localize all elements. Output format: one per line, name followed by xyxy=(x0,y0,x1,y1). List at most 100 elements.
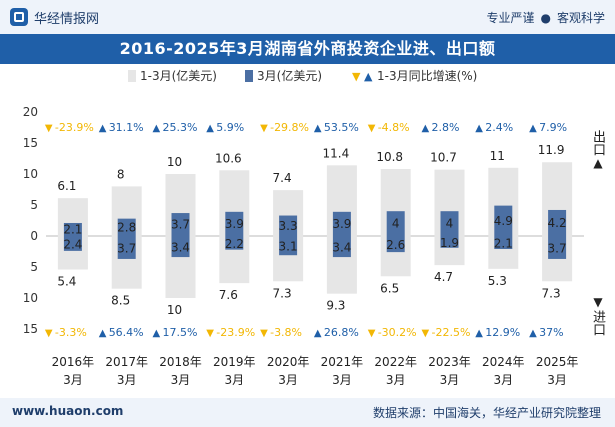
top-bar: 华经情报网 专业严谨 ● 客观科学 xyxy=(0,0,615,34)
triangle-down-icon: ▼ xyxy=(593,295,603,309)
export-month-bar xyxy=(440,211,459,236)
import-side-label: ▼ 进口 xyxy=(590,295,606,336)
y-tick-label: 5 xyxy=(30,198,38,212)
export-cumulative-label: 10 xyxy=(167,155,182,169)
import-label-text: 进口 xyxy=(590,310,605,336)
export-month-label: 4 xyxy=(446,217,454,231)
export-month-label: 3.7 xyxy=(171,218,190,232)
export-month-label: 3.9 xyxy=(332,217,351,231)
export-cumulative-label: 10.8 xyxy=(376,150,403,164)
export-month-label: 2.1 xyxy=(63,222,82,236)
x-tick-label-line2: 3月 xyxy=(224,373,244,387)
export-month-bar xyxy=(225,211,244,236)
growth-down-icon: ▼ xyxy=(368,123,376,134)
growth-up-icon: ▲ xyxy=(314,328,322,339)
growth-up-icon: ▲ xyxy=(206,123,214,134)
import-month-bar xyxy=(332,236,351,258)
x-tick-label-line2: 3月 xyxy=(440,373,460,387)
export-month-bar xyxy=(494,205,513,236)
import-cumulative-label: 10 xyxy=(167,303,182,317)
import-cumulative-label: 6.5 xyxy=(380,281,399,295)
export-cumulative-label: 11 xyxy=(490,149,505,163)
export-month-bar xyxy=(386,211,405,236)
x-tick-label-line2: 3月 xyxy=(386,373,406,387)
growth-down-icon: ▼ xyxy=(260,328,268,339)
export-month-label: 3.3 xyxy=(279,219,298,233)
export-month-bar xyxy=(332,211,351,236)
import-month-bar xyxy=(171,236,190,258)
export-growth-label: 31.1% xyxy=(109,121,144,134)
y-tick-label: 0 xyxy=(30,229,38,243)
export-cumulative-label: 8 xyxy=(117,167,125,181)
growth-down-icon: ▼ xyxy=(422,328,430,339)
export-month-label: 3.9 xyxy=(225,217,244,231)
export-cumulative-label: 11.4 xyxy=(323,146,350,160)
x-tick-label-line2: 3月 xyxy=(117,373,137,387)
x-tick-label: 2020年 xyxy=(267,355,310,369)
tag-professional: 专业严谨 xyxy=(486,11,535,25)
x-tick-label-line2: 3月 xyxy=(278,373,298,387)
import-month-label: 3.1 xyxy=(279,240,298,254)
import-month-bar xyxy=(117,236,136,259)
growth-down-icon: ▼ xyxy=(45,328,53,339)
export-growth-label: 5.9% xyxy=(216,121,244,134)
import-cumulative-label: 8.5 xyxy=(111,294,130,308)
x-tick-label: 2017年 xyxy=(105,355,148,369)
legend-label-growth: 1-3月同比增速(%) xyxy=(377,69,477,83)
import-month-bar xyxy=(548,236,567,259)
x-tick-label-line2: 3月 xyxy=(547,373,567,387)
y-tick-label: 20 xyxy=(23,105,38,119)
import-month-label: 3.7 xyxy=(117,241,136,255)
growth-up-icon: ▲ xyxy=(99,328,107,339)
import-growth-label: 12.9% xyxy=(485,326,520,339)
growth-up-icon: ▲ xyxy=(529,123,537,134)
import-growth-label: -3.3% xyxy=(55,326,87,339)
x-tick-label: 2016年 xyxy=(52,355,95,369)
export-month-bar xyxy=(117,218,136,236)
x-tick-label: 2019年 xyxy=(213,355,256,369)
x-tick-label: 2018年 xyxy=(159,355,202,369)
x-tick-label: 2024年 xyxy=(482,355,525,369)
import-cumulative-label: 5.4 xyxy=(57,274,76,288)
export-cumulative-label: 6.1 xyxy=(57,179,76,193)
legend-triangle-up-icon: ▲ xyxy=(364,70,373,83)
export-growth-label: 2.8% xyxy=(432,121,460,134)
import-growth-label: -30.2% xyxy=(378,326,417,339)
x-tick-label: 2023年 xyxy=(428,355,471,369)
x-tick-label: 2022年 xyxy=(374,355,417,369)
import-cumulative-label: 4.7 xyxy=(434,270,453,284)
y-tick-label: 15 xyxy=(23,136,38,150)
x-tick-label-line2: 3月 xyxy=(332,373,352,387)
import-cumulative-label: 7.3 xyxy=(542,286,561,300)
growth-up-icon: ▲ xyxy=(153,123,161,134)
x-tick-label: 2021年 xyxy=(321,355,364,369)
import-month-label: 2.1 xyxy=(494,237,513,251)
growth-down-icon: ▼ xyxy=(368,328,376,339)
import-growth-label: 37% xyxy=(539,326,563,339)
logo-text: 华经情报网 xyxy=(34,11,100,27)
growth-down-icon: ▼ xyxy=(260,123,268,134)
import-cumulative-label: 9.3 xyxy=(326,299,345,313)
export-growth-label: 2.4% xyxy=(485,121,513,134)
import-month-label: 3.7 xyxy=(548,241,567,255)
import-month-bar xyxy=(386,236,405,253)
footer-site: www.huaon.com xyxy=(12,404,124,418)
chart-title: 2016-2025年3月湖南省外商投资企业进、出口额 xyxy=(0,34,615,64)
growth-up-icon: ▲ xyxy=(314,123,322,134)
import-growth-label: -22.5% xyxy=(432,326,471,339)
import-month-label: 3.4 xyxy=(332,241,351,255)
export-label-text: 出口 xyxy=(590,130,605,156)
export-month-label: 4.9 xyxy=(494,214,513,228)
growth-up-icon: ▲ xyxy=(475,123,483,134)
export-month-bar xyxy=(548,209,567,236)
export-growth-label: 53.5% xyxy=(324,121,359,134)
export-growth-label: -23.9% xyxy=(55,121,94,134)
export-growth-label: -4.8% xyxy=(378,121,410,134)
export-month-label: 4.2 xyxy=(548,216,567,230)
footer: www.huaon.com 数据来源：中国海关，华经产业研究院整理 xyxy=(0,398,615,427)
legend-label-cumulative: 1-3月(亿美元) xyxy=(140,68,217,83)
x-tick-label: 2025年 xyxy=(536,355,579,369)
import-month-label: 2.4 xyxy=(63,237,82,251)
growth-up-icon: ▲ xyxy=(475,328,483,339)
growth-up-icon: ▲ xyxy=(153,328,161,339)
